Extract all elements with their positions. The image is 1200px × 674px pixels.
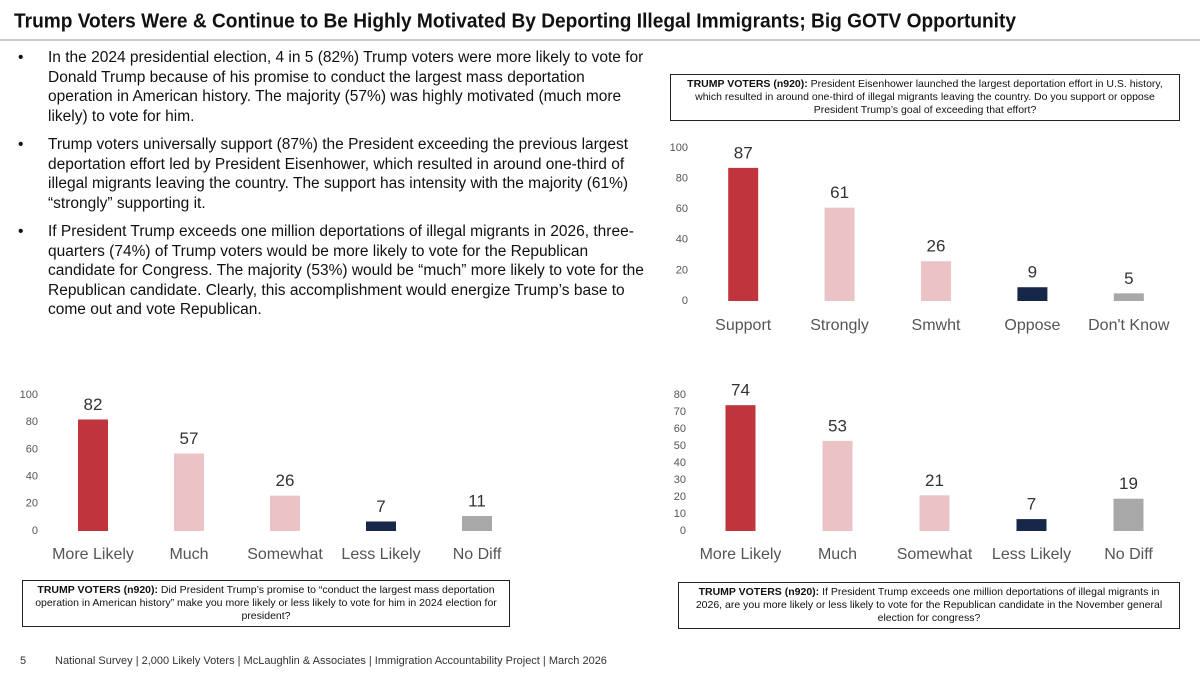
data-label: 87 [734,143,753,162]
bar [366,521,396,531]
question-box: TRUMP VOTERS (n920): If President Trump … [678,582,1180,629]
data-label: 57 [180,429,199,448]
y-tick-label: 100 [670,142,688,154]
page-number: 5 [20,655,27,667]
y-tick-label: 0 [32,525,38,537]
question-text: Did President Trump’s promise to “conduc… [35,584,497,622]
x-tick-label: Somewhat [247,546,323,563]
bar [462,516,492,531]
x-tick-label: Much [818,546,857,563]
x-tick-label: No Diff [453,546,502,563]
y-tick-label: 30 [674,474,686,486]
y-tick-label: 100 [20,389,38,401]
y-tick-label: 0 [680,525,686,537]
question-label: TRUMP VOTERS (n920): [687,78,808,90]
y-tick-label: 40 [676,234,688,246]
data-label: 26 [276,471,295,490]
bar [1016,519,1047,531]
question-box: TRUMP VOTERS (n920): President Eisenhowe… [670,74,1180,121]
data-label: 21 [925,471,944,490]
data-label: 26 [927,237,946,256]
x-tick-label: No Diff [1104,546,1153,563]
x-tick-label: Strongly [810,317,869,334]
y-tick-label: 70 [674,406,686,418]
y-tick-label: 60 [674,423,686,435]
question-text: President Eisenhower launched the larges… [695,78,1163,116]
bullet: If President Trump exceeds one million d… [18,222,648,320]
bar [822,440,853,531]
data-label: 9 [1028,263,1037,282]
data-label: 7 [1027,495,1036,514]
data-label: 53 [828,416,847,435]
x-tick-label: Less Likely [992,546,1071,563]
question-box: TRUMP VOTERS (n920): Did President Trump… [22,580,510,627]
data-label: 61 [830,183,849,202]
y-tick-label: 60 [26,443,38,455]
bar [1017,287,1048,301]
y-tick-label: 20 [674,491,686,503]
data-label: 11 [468,492,486,511]
bar [270,495,300,531]
y-tick-label: 0 [682,295,688,307]
x-tick-label: Less Likely [341,546,420,563]
y-tick-label: 10 [674,508,686,520]
footer: National Survey | 2,000 Likely Voters | … [55,655,607,667]
x-tick-label: Much [169,546,208,563]
data-label: 7 [376,497,385,516]
x-tick-label: Oppose [1004,317,1060,334]
bullet-list: In the 2024 presidential election, 4 in … [18,48,648,329]
y-tick-label: 40 [674,457,686,469]
x-tick-label: Support [715,317,772,334]
data-label: 82 [84,395,103,414]
x-tick-label: More Likely [700,546,782,563]
y-tick-label: 20 [676,264,688,276]
x-tick-label: More Likely [52,546,134,563]
bullet: In the 2024 presidential election, 4 in … [18,48,648,126]
y-tick-label: 20 [26,498,38,510]
y-tick-label: 80 [676,173,688,185]
question-label: TRUMP VOTERS (n920): [37,584,158,596]
bar [78,419,108,531]
bar [728,167,759,301]
bar [921,261,951,301]
bar [1113,498,1144,531]
bar [1113,293,1144,301]
y-tick-label: 60 [676,203,688,215]
y-tick-label: 40 [26,471,38,483]
bar [174,453,204,531]
bar [824,207,855,301]
y-tick-label: 80 [674,389,686,401]
y-tick-label: 50 [674,440,686,452]
x-tick-label: Somewhat [897,546,973,563]
bar [919,495,950,531]
x-tick-label: Smwht [912,317,961,334]
question-text: If President Trump exceeds one million d… [695,586,1163,624]
slide-title: Trump Voters Were & Continue to Be Highl… [14,10,1017,32]
x-tick-label: Don't Know [1088,317,1170,334]
bar [725,405,756,531]
question-label: TRUMP VOTERS (n920): [698,586,820,598]
data-label: 19 [1119,474,1138,493]
bullet: Trump voters universally support (87%) t… [18,135,648,213]
y-tick-label: 80 [26,416,38,428]
data-label: 5 [1124,269,1133,288]
data-label: 74 [731,381,750,400]
